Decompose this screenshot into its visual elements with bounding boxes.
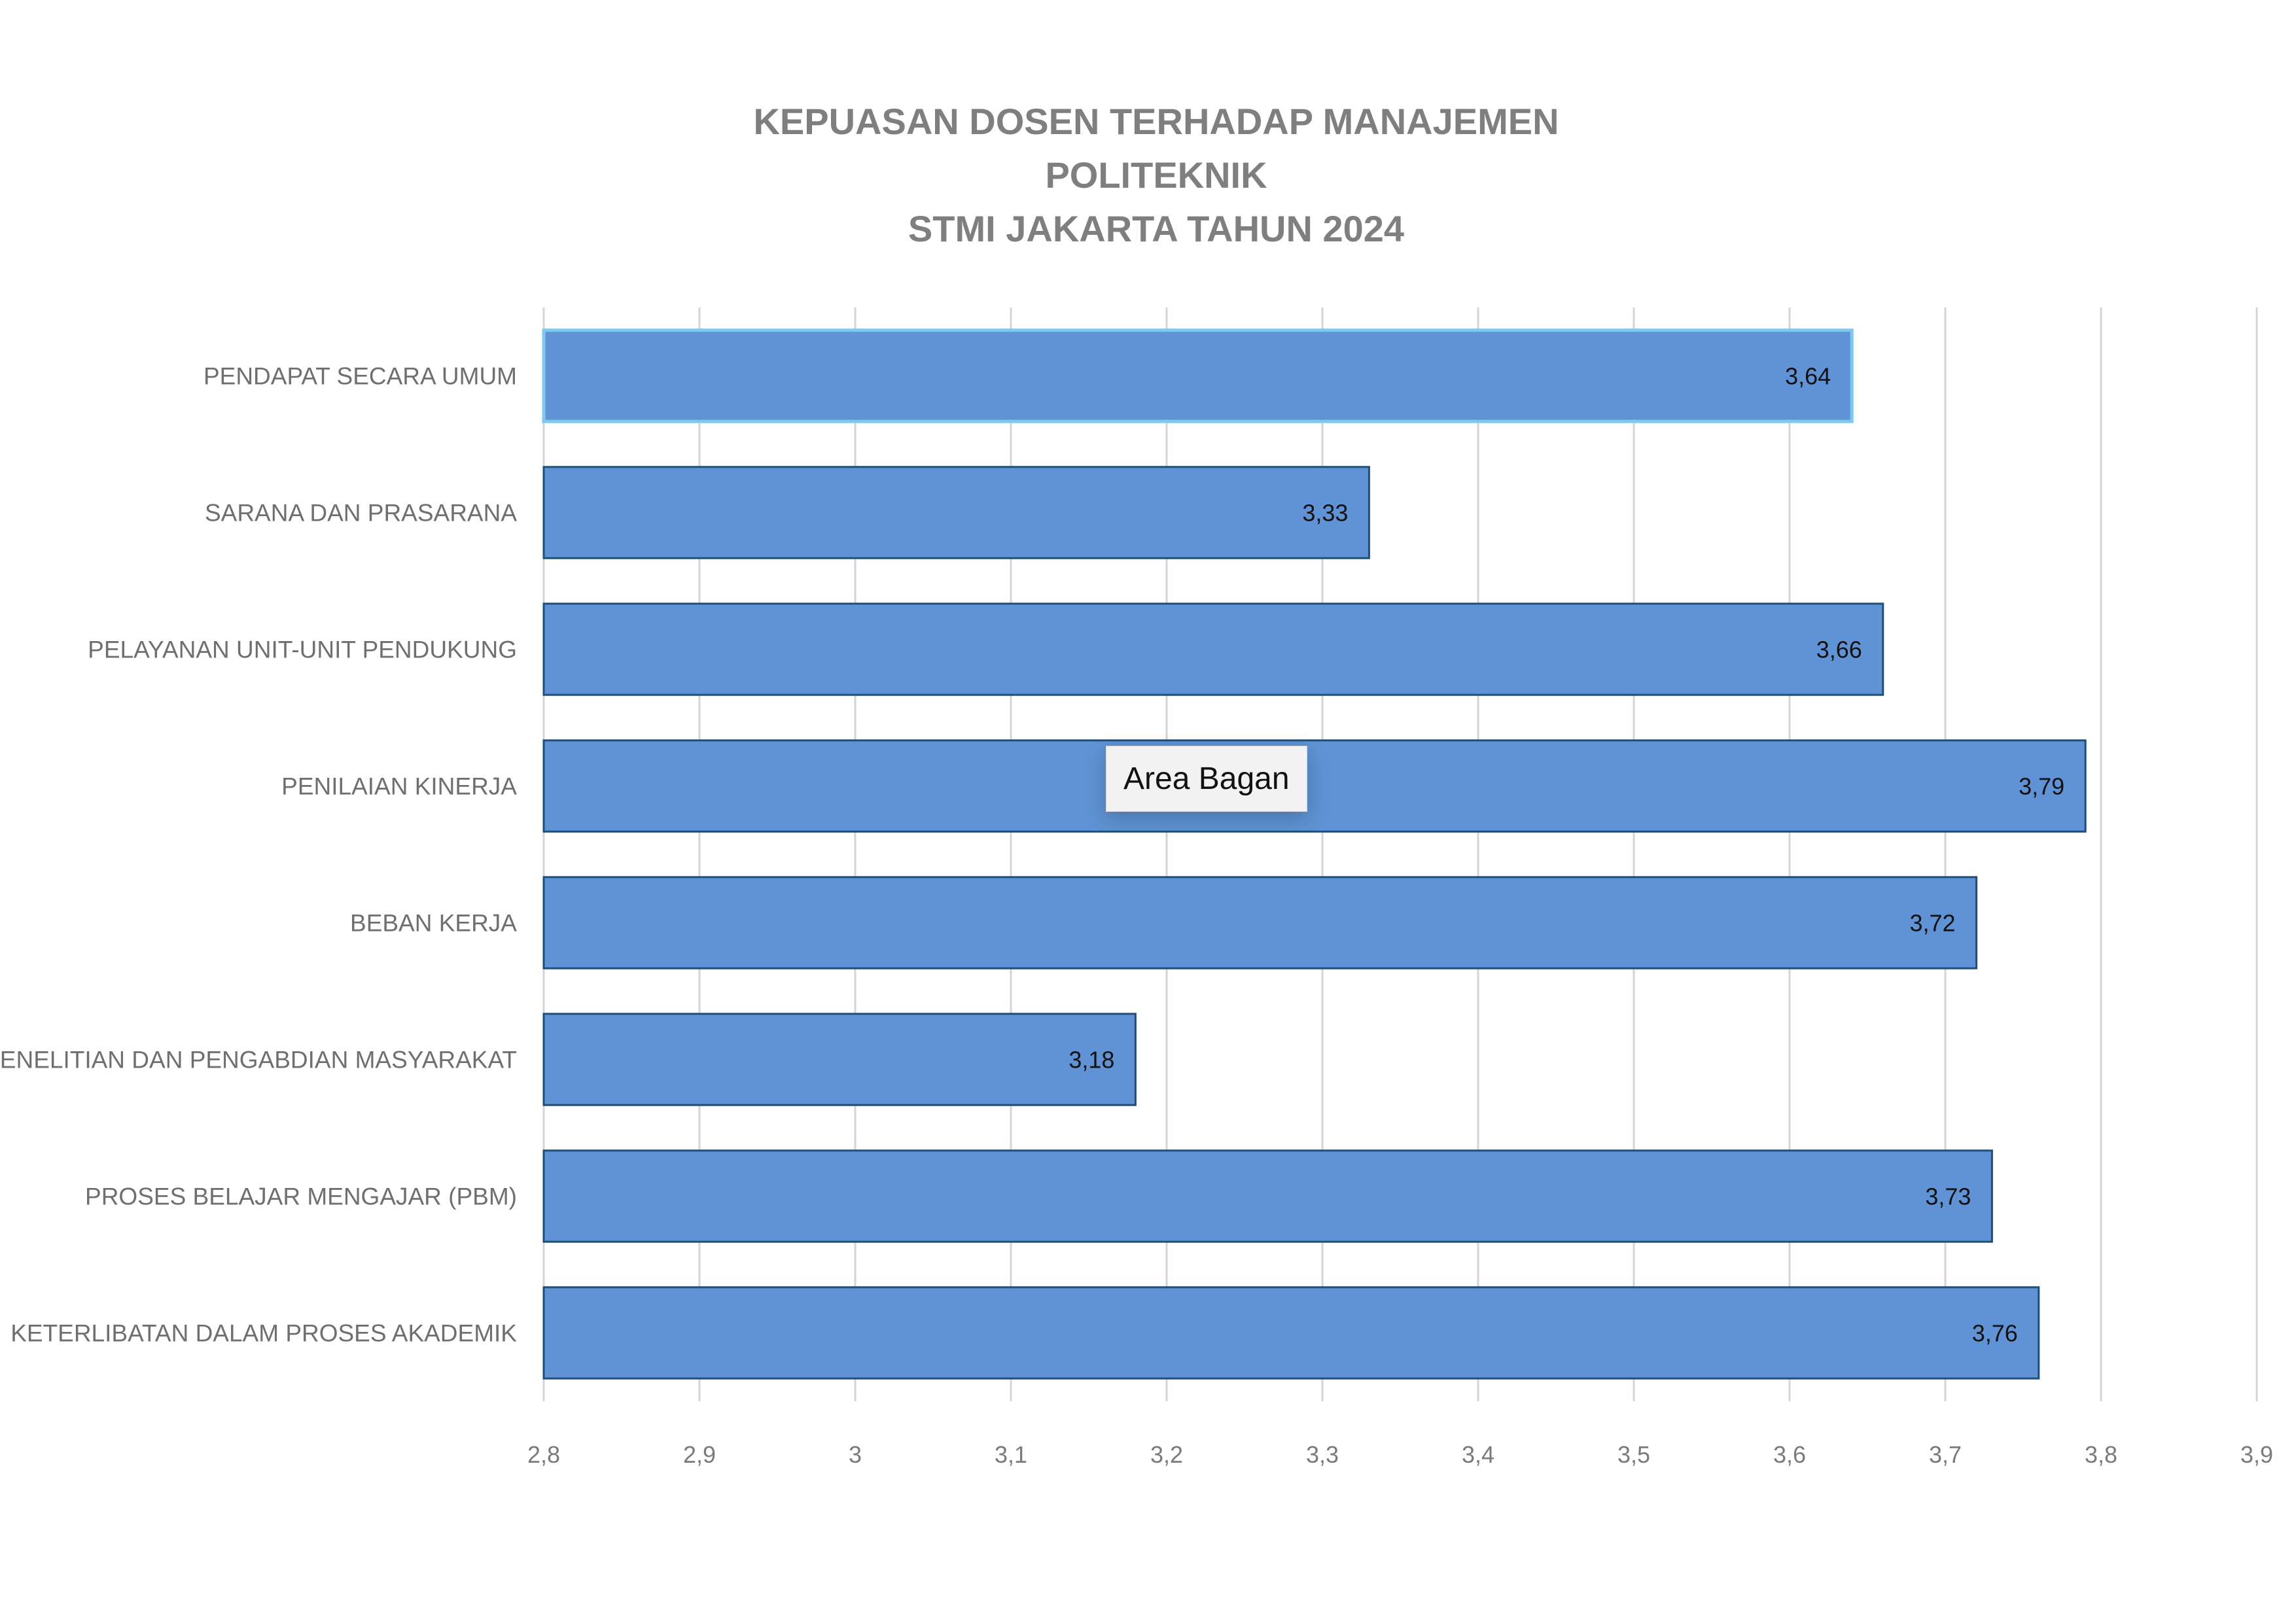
- data-label: 3,72: [1910, 910, 1956, 937]
- data-label: 3,79: [2019, 773, 2064, 800]
- data-label: 3,76: [1972, 1320, 2018, 1347]
- x-tick-label: 2,8: [527, 1441, 560, 1468]
- x-tick-label: 3,5: [1617, 1441, 1650, 1468]
- x-tick-label: 3,2: [1150, 1441, 1183, 1468]
- category-label: BEBAN KERJA: [350, 910, 517, 937]
- chart-area-tooltip: Area Bagan: [1106, 746, 1307, 812]
- category-labels: PENDAPAT SECARA UMUM SARANA DAN PRASARANA…: [0, 363, 517, 1347]
- x-tick-label: 3,8: [2085, 1441, 2117, 1468]
- x-tick-label: 3: [849, 1441, 862, 1468]
- data-labels: 3,64 3,33 3,66 3,79 3,72 3,18 3,73 3,76: [1069, 363, 2064, 1347]
- bar[interactable]: [542, 876, 1978, 969]
- chart-title-line-3: STMI JAKARTA TAHUN 2024: [908, 208, 1404, 249]
- data-label: 3,18: [1069, 1047, 1114, 1073]
- x-tick-label: 2,9: [683, 1441, 716, 1468]
- category-label: PENELITIAN DAN PENGABDIAN MASYARAKAT: [0, 1047, 517, 1073]
- bar[interactable]: [542, 466, 1370, 559]
- bar[interactable]: [542, 602, 1884, 696]
- category-label: SARANA DAN PRASARANA: [205, 500, 517, 527]
- data-label: 3,66: [1816, 637, 1862, 663]
- category-label: PENILAIAN KINERJA: [281, 773, 517, 800]
- bars: [542, 328, 2087, 1380]
- bar[interactable]: [542, 1149, 1993, 1243]
- chart-title-line-2: POLITEKNIK: [1045, 154, 1267, 196]
- data-label: 3,33: [1302, 500, 1348, 527]
- x-tick-label: 3,6: [1773, 1441, 1806, 1468]
- bar[interactable]: [542, 739, 2087, 833]
- x-tick-label: 3,1: [995, 1441, 1027, 1468]
- category-label: KETERLIBATAN DALAM PROSES AKADEMIK: [10, 1320, 517, 1347]
- chart-title: KEPUASAN DOSEN TERHADAP MANAJEMEN POLITEK…: [753, 101, 1559, 249]
- data-label: 3,73: [1925, 1183, 1971, 1210]
- x-tick-label: 3,4: [1462, 1441, 1494, 1468]
- data-label: 3,64: [1785, 363, 1831, 390]
- category-label: PROSES BELAJAR MENGAJAR (PBM): [85, 1183, 517, 1210]
- x-tick-labels: 2,8 2,9 3 3,1 3,2 3,3 3,4 3,5 3,6 3,7 3,8 3,9: [527, 1441, 2273, 1468]
- bar[interactable]: [542, 328, 1854, 423]
- x-tick-label: 3,7: [1929, 1441, 1962, 1468]
- chart-title-line-1: KEPUASAN DOSEN TERHADAP MANAJEMEN: [753, 101, 1559, 142]
- x-tick-label: 3,3: [1306, 1441, 1339, 1468]
- x-tick-label: 3,9: [2240, 1441, 2273, 1468]
- category-label: PENDAPAT SECARA UMUM: [203, 363, 517, 390]
- bar[interactable]: [542, 1013, 1137, 1106]
- category-label: PELAYANAN UNIT-UNIT PENDUKUNG: [88, 637, 517, 663]
- bar[interactable]: [542, 1286, 2040, 1380]
